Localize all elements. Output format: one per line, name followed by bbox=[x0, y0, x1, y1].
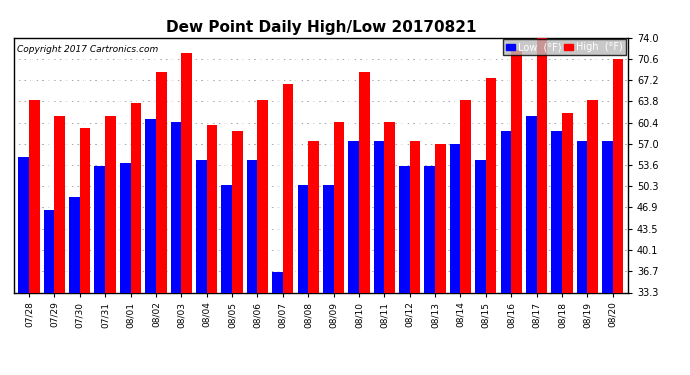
Bar bbox=[221, 185, 232, 292]
Bar bbox=[384, 122, 395, 292]
Bar bbox=[232, 132, 243, 292]
Bar bbox=[283, 84, 293, 292]
Bar bbox=[577, 141, 587, 292]
Bar bbox=[80, 128, 90, 292]
Bar bbox=[460, 100, 471, 292]
Bar bbox=[435, 144, 446, 292]
Bar bbox=[55, 116, 65, 292]
Bar bbox=[95, 166, 105, 292]
Bar bbox=[308, 141, 319, 292]
Bar bbox=[587, 100, 598, 292]
Bar bbox=[399, 166, 410, 292]
Bar bbox=[526, 116, 537, 292]
Bar bbox=[486, 78, 496, 292]
Bar bbox=[29, 100, 40, 292]
Bar bbox=[120, 163, 130, 292]
Bar bbox=[146, 119, 156, 292]
Bar bbox=[170, 122, 181, 292]
Bar bbox=[257, 100, 268, 292]
Bar bbox=[333, 122, 344, 292]
Bar bbox=[247, 160, 257, 292]
Bar bbox=[130, 103, 141, 292]
Bar bbox=[613, 59, 623, 292]
Bar bbox=[323, 185, 333, 292]
Bar bbox=[43, 210, 55, 292]
Bar bbox=[359, 72, 370, 292]
Legend: Low  (°F), High  (°F): Low (°F), High (°F) bbox=[502, 39, 626, 55]
Bar bbox=[602, 141, 613, 292]
Bar bbox=[207, 125, 217, 292]
Bar bbox=[537, 38, 547, 292]
Bar bbox=[410, 141, 420, 292]
Bar bbox=[424, 166, 435, 292]
Bar bbox=[272, 273, 283, 292]
Bar bbox=[19, 156, 29, 292]
Bar bbox=[511, 50, 522, 292]
Bar bbox=[450, 144, 460, 292]
Bar bbox=[373, 141, 384, 292]
Bar bbox=[196, 160, 207, 292]
Title: Dew Point Daily High/Low 20170821: Dew Point Daily High/Low 20170821 bbox=[166, 20, 476, 35]
Bar bbox=[348, 141, 359, 292]
Bar bbox=[181, 53, 192, 292]
Bar bbox=[562, 112, 573, 292]
Bar bbox=[500, 132, 511, 292]
Bar bbox=[475, 160, 486, 292]
Bar bbox=[105, 116, 116, 292]
Bar bbox=[156, 72, 166, 292]
Bar bbox=[69, 197, 80, 292]
Text: Copyright 2017 Cartronics.com: Copyright 2017 Cartronics.com bbox=[17, 45, 158, 54]
Bar bbox=[297, 185, 308, 292]
Bar bbox=[551, 132, 562, 292]
